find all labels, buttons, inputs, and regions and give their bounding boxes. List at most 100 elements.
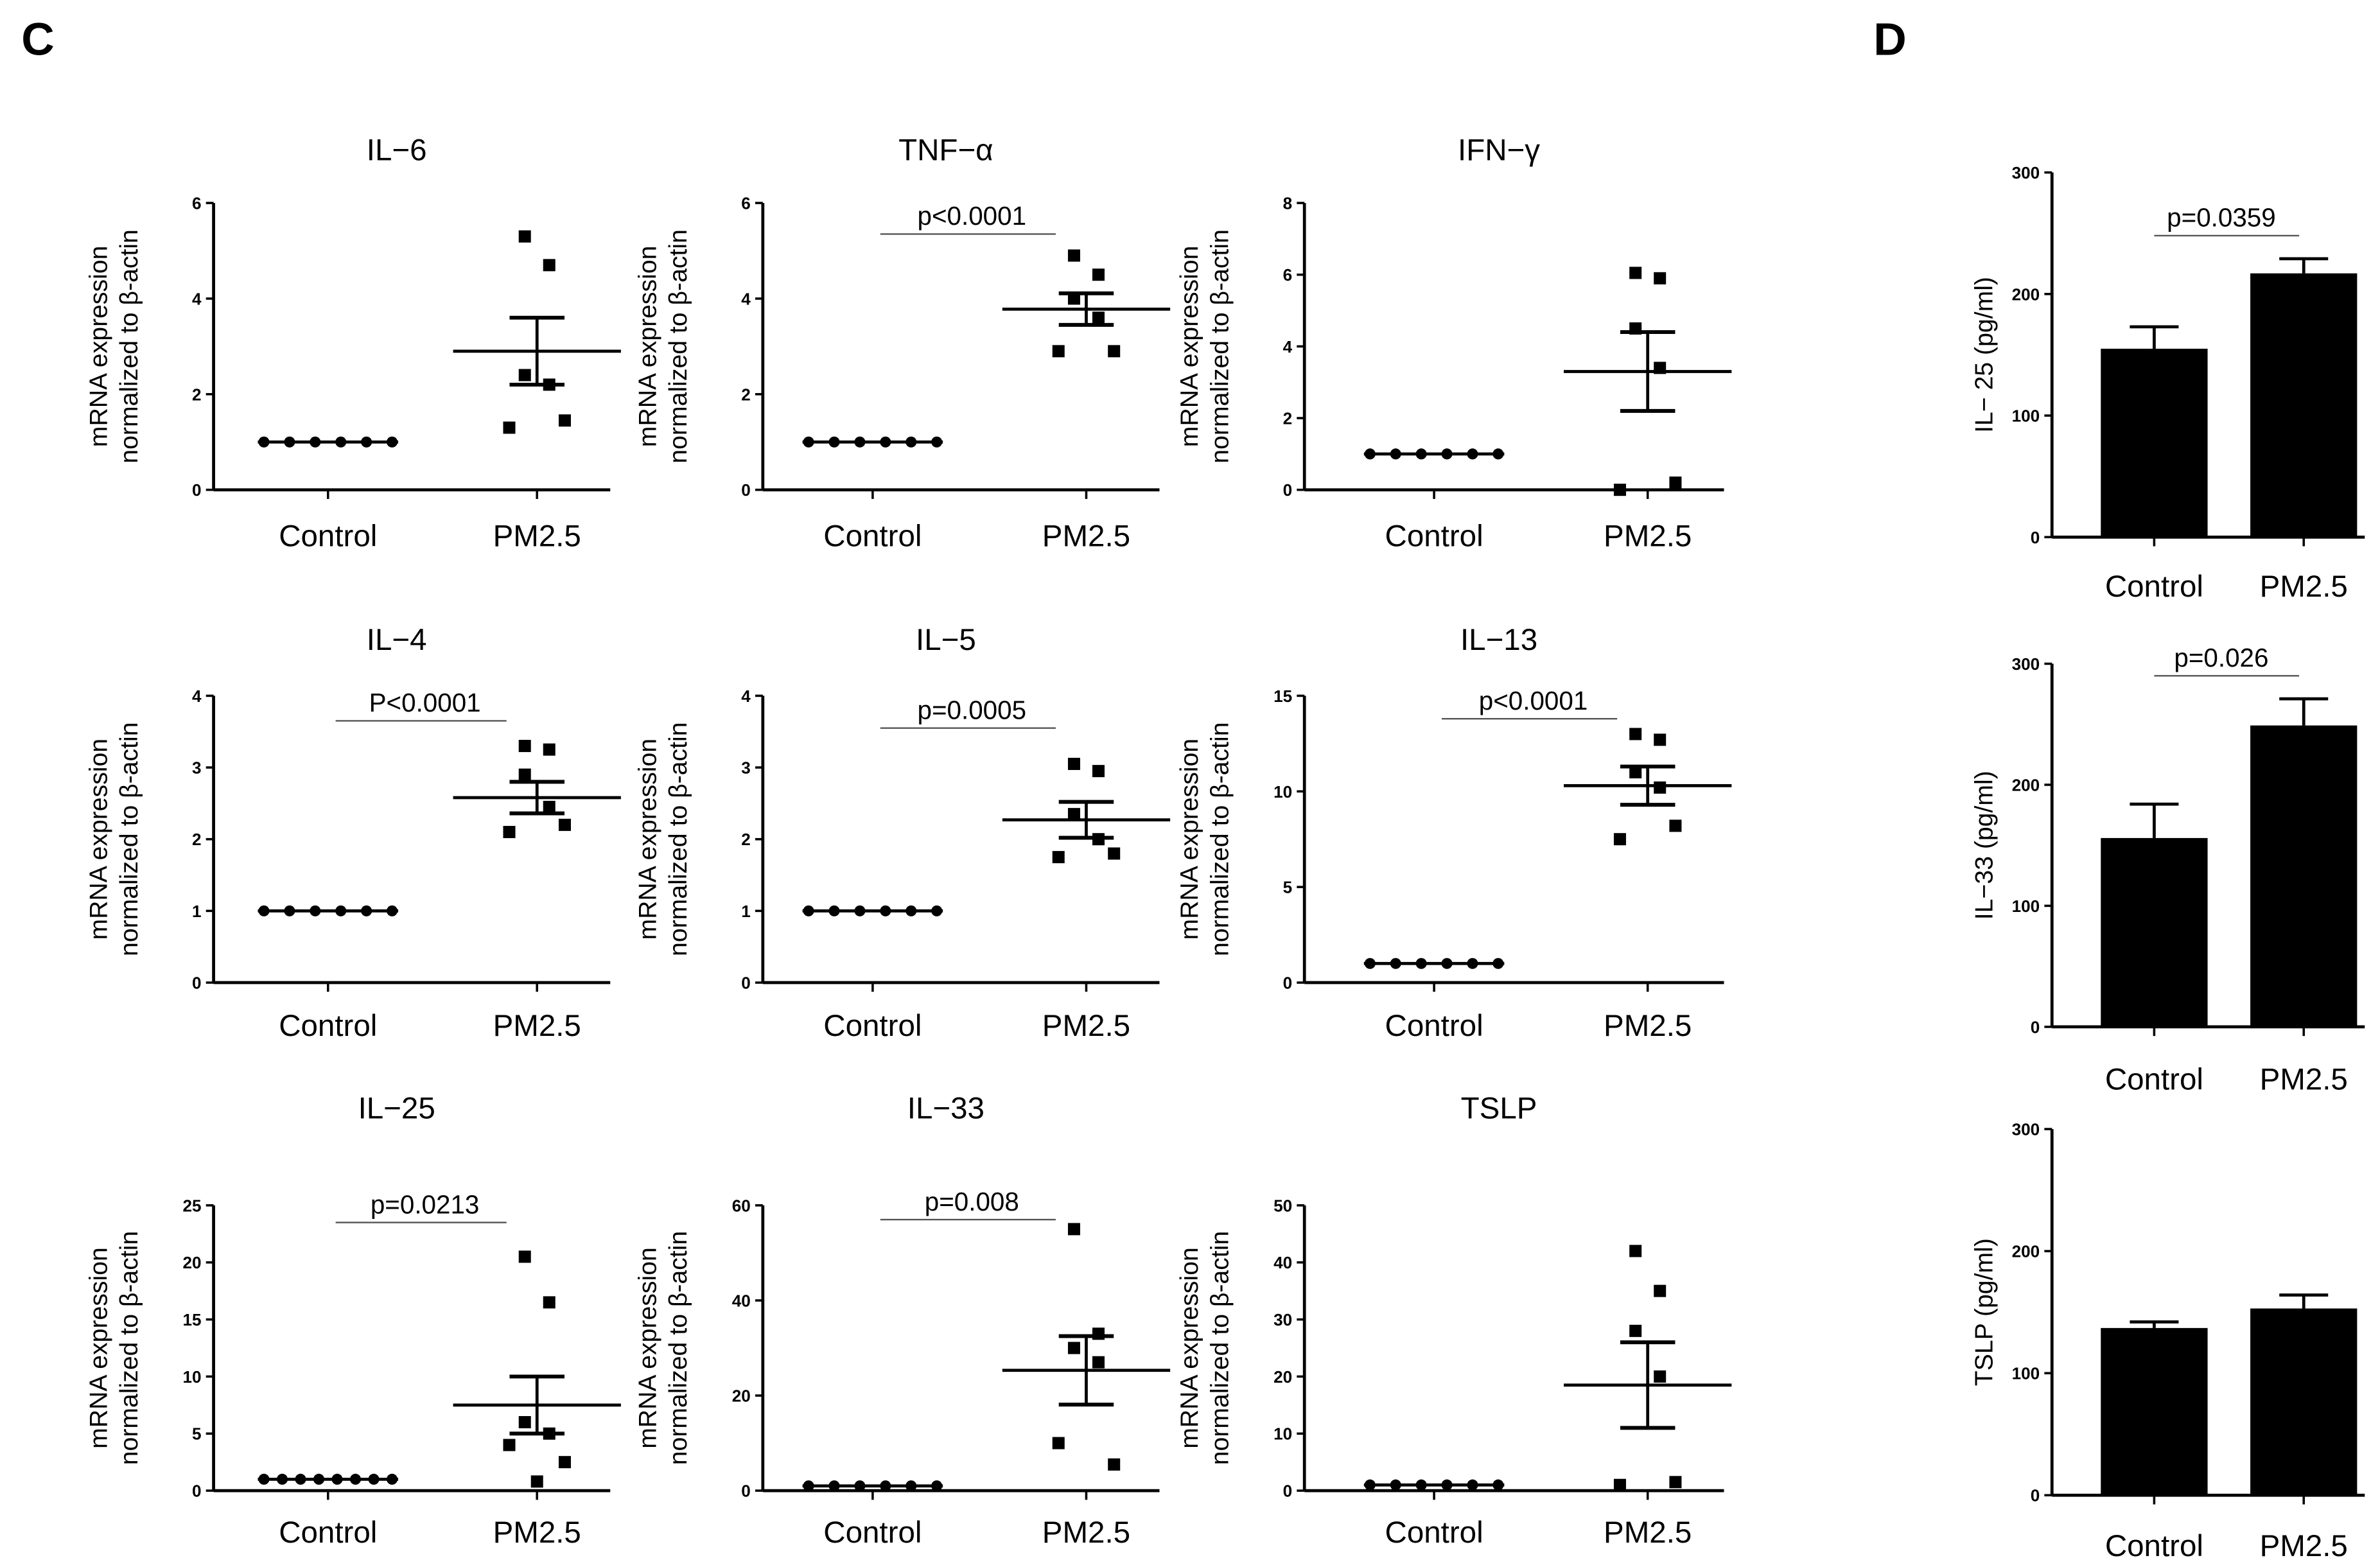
x-tick-label: Control: [2105, 1529, 2203, 1563]
y-axis-label: mRNA expression: [634, 1247, 662, 1449]
y-axis-label: normalized to β-actin: [116, 722, 143, 956]
control-point: [1390, 448, 1401, 460]
x-tick-label: Control: [279, 1516, 377, 1550]
y-tick-label: 200: [2012, 775, 2040, 794]
pm-point: [543, 1296, 556, 1309]
pm-point: [518, 1250, 531, 1263]
y-axis-label: TSLP (pg/ml): [1971, 1238, 1999, 1386]
y-tick-label: 0: [2031, 528, 2040, 547]
y-tick-label: 4: [192, 289, 202, 308]
control-point: [1364, 958, 1376, 969]
x-tick-label: Control: [823, 520, 922, 554]
pm-point: [1669, 1476, 1682, 1489]
x-tick-label: Control: [823, 1009, 922, 1043]
y-axis-label: mRNA expression: [634, 246, 662, 448]
p-value-label: p=0.0359: [2167, 203, 2276, 232]
y-tick-label: 0: [192, 480, 202, 500]
control-point: [1390, 1479, 1401, 1491]
pm-point: [543, 259, 556, 272]
control-point: [368, 1473, 380, 1485]
pm-point: [503, 1439, 516, 1451]
x-tick-label: Control: [1385, 1009, 1483, 1043]
y-tick-label: 15: [1273, 687, 1292, 706]
pm-point: [530, 1475, 543, 1488]
y-axis-label: normalized to β-actin: [1206, 1231, 1234, 1465]
y-tick-label: 0: [2031, 1486, 2040, 1505]
control-point: [854, 905, 866, 916]
y-tick-label: 100: [2012, 897, 2040, 916]
y-tick-label: 2: [192, 385, 202, 404]
control-point: [361, 436, 372, 448]
y-tick-label: 6: [192, 194, 202, 213]
x-tick-label: PM2.5: [1604, 520, 1692, 554]
control-point: [828, 1480, 840, 1492]
y-tick-label: 1: [741, 902, 751, 921]
pm-point: [1067, 808, 1080, 821]
control-point: [1467, 1479, 1478, 1491]
control-point: [1441, 958, 1453, 969]
control-point: [1441, 448, 1453, 460]
y-axis-label: normalized to β-actin: [116, 1231, 143, 1465]
y-tick-label: 20: [1273, 1367, 1292, 1387]
pm-point: [1629, 1324, 1642, 1337]
y-tick-label: 300: [2012, 1120, 2040, 1139]
y-axis-label: normalized to β-actin: [665, 1231, 692, 1466]
panel-label-d: D: [1873, 14, 1906, 66]
control-point: [258, 1473, 270, 1485]
pm-point: [1654, 1370, 1667, 1383]
x-tick-label: Control: [279, 1009, 377, 1043]
y-tick-label: 6: [1283, 265, 1293, 285]
control-point: [931, 436, 943, 448]
chart-c-8: 0 10 20 30 40 50 Control PM2.5 TSLP mRNA expressi…: [1176, 1091, 1732, 1550]
bar-control: [2101, 1327, 2208, 1496]
control-point: [1467, 448, 1478, 460]
chart-title: IL−33: [907, 1091, 984, 1125]
pm-point: [1108, 847, 1121, 860]
y-tick-label: 200: [2012, 285, 2040, 304]
x-tick-label: PM2.5: [493, 520, 581, 554]
pm-point: [503, 826, 516, 839]
pm-point: [1067, 1342, 1080, 1354]
y-tick-label: 2: [741, 385, 751, 404]
control-point: [854, 1480, 866, 1492]
p-value-label: P<0.0001: [369, 688, 481, 717]
bar-pm2.5: [2250, 1308, 2358, 1496]
pm-point: [518, 1415, 531, 1428]
y-axis-label: mRNA expression: [85, 1247, 112, 1449]
p-value-label: p=0.0213: [371, 1189, 480, 1219]
x-tick-label: PM2.5: [2260, 570, 2348, 604]
control-point: [258, 905, 270, 916]
control-point: [906, 1480, 917, 1492]
chart-title: IFN−γ: [1458, 134, 1540, 168]
x-tick-label: Control: [1385, 1516, 1483, 1550]
pm-point: [1654, 272, 1667, 285]
control-point: [1390, 958, 1401, 969]
p-value-label: p=0.026: [2174, 643, 2268, 672]
control-point: [1364, 448, 1376, 460]
control-point: [386, 1473, 398, 1485]
chart-c-0: 0 2 4 6 Control PM2.5 IL−6 mRNA expression norma…: [85, 134, 621, 554]
y-tick-label: 300: [2012, 654, 2040, 674]
x-tick-label: PM2.5: [1604, 1516, 1692, 1550]
y-axis-label: normalized to β-actin: [665, 229, 692, 464]
pm-point: [1613, 484, 1626, 496]
control-point: [854, 436, 866, 448]
control-point: [1415, 958, 1427, 969]
control-point: [803, 905, 814, 916]
chart-c-1: 0 2 4 6 Control PM2.5 TNF−α mRNA expression norm…: [634, 134, 1171, 554]
pm-point: [1092, 765, 1105, 778]
pm-point: [543, 743, 556, 756]
y-tick-label: 0: [741, 1482, 751, 1501]
y-tick-label: 5: [192, 1424, 202, 1444]
y-tick-label: 10: [183, 1367, 202, 1387]
x-tick-label: PM2.5: [1042, 1516, 1130, 1550]
bar-pm2.5: [2250, 273, 2358, 538]
y-tick-label: 3: [192, 758, 202, 778]
y-tick-label: 0: [741, 480, 751, 500]
y-axis-label: mRNA expression: [634, 739, 662, 940]
x-tick-label: PM2.5: [493, 1516, 581, 1550]
chart-c-7: 0 20 40 60 Control PM2.5 IL−33 mRNA expression n…: [634, 1091, 1171, 1550]
control-point: [1492, 448, 1504, 460]
y-tick-label: 4: [1283, 337, 1293, 356]
control-point: [313, 1473, 325, 1485]
